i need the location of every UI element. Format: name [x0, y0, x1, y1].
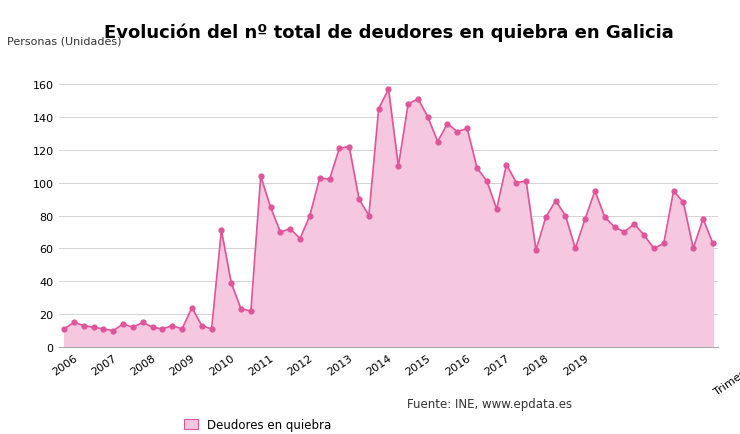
Point	[156, 326, 168, 332]
Point	[373, 106, 385, 113]
Point	[245, 308, 257, 315]
Text: Fuente: INE, www.epdata.es: Fuente: INE, www.epdata.es	[407, 397, 572, 410]
Point	[314, 175, 326, 182]
Point	[412, 96, 424, 103]
Point	[687, 245, 699, 252]
Point	[353, 196, 365, 203]
Point	[343, 144, 355, 151]
Point	[383, 86, 394, 93]
Point	[58, 326, 70, 332]
Point	[98, 326, 110, 332]
Point	[658, 240, 670, 247]
Point	[137, 319, 149, 326]
Point	[550, 198, 562, 205]
Point	[334, 145, 346, 152]
Point	[667, 188, 679, 195]
Title: Evolución del nº total de deudores en quiebra en Galicia: Evolución del nº total de deudores en qu…	[104, 24, 673, 42]
Point	[707, 240, 719, 247]
Point	[206, 326, 218, 332]
Point	[166, 322, 178, 329]
Point	[284, 226, 296, 233]
Point	[609, 224, 621, 231]
Point	[471, 165, 483, 172]
Point	[697, 216, 709, 223]
Point	[422, 114, 434, 121]
Point	[186, 304, 198, 311]
Point	[540, 214, 552, 221]
Point	[215, 227, 227, 234]
Point	[78, 322, 90, 329]
Point	[431, 139, 443, 146]
Point	[255, 173, 266, 180]
Point	[579, 216, 591, 223]
Point	[403, 101, 414, 108]
Point	[648, 245, 660, 252]
Point	[87, 324, 99, 331]
Point	[589, 188, 601, 195]
Point	[461, 126, 473, 133]
Point	[107, 327, 119, 334]
Point	[147, 324, 158, 331]
Point	[392, 163, 404, 170]
Point	[196, 322, 208, 329]
Point	[363, 213, 374, 220]
Point	[599, 214, 610, 221]
Point	[678, 200, 690, 207]
Point	[235, 306, 247, 313]
Point	[619, 229, 630, 236]
Point	[530, 247, 542, 254]
Point	[323, 177, 335, 184]
Point	[638, 232, 650, 239]
Point	[265, 204, 277, 211]
Point	[481, 178, 493, 185]
Legend: Deudores en quiebra: Deudores en quiebra	[184, 418, 332, 431]
Point	[68, 319, 80, 326]
Point	[559, 213, 571, 220]
Point	[225, 280, 237, 287]
Point	[304, 213, 316, 220]
Point	[275, 229, 286, 236]
Point	[451, 129, 463, 136]
Point	[511, 180, 522, 187]
Point	[491, 206, 502, 213]
Point	[442, 121, 454, 128]
Point	[117, 321, 129, 328]
Point	[520, 178, 532, 185]
Point	[569, 245, 581, 252]
Point	[628, 221, 640, 228]
Point	[294, 236, 306, 243]
Point	[127, 324, 139, 331]
Text: Personas (Unidades): Personas (Unidades)	[7, 36, 121, 46]
Point	[500, 162, 512, 169]
Point	[176, 326, 188, 332]
